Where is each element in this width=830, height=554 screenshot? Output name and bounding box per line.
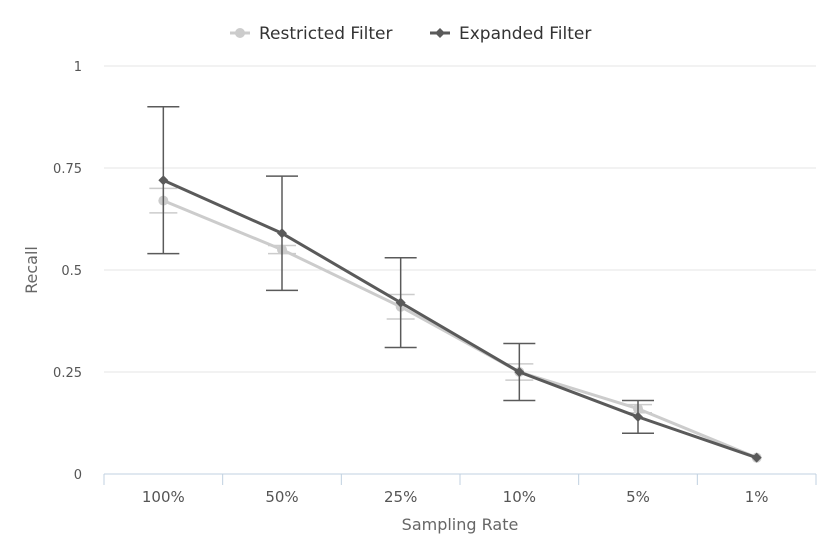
y-axis-title: Recall xyxy=(22,246,41,294)
legend-circle-marker xyxy=(235,28,245,38)
y-tick-label: 0.25 xyxy=(53,366,82,381)
x-tick-label: 50% xyxy=(265,488,298,506)
legend-item-expanded-filter[interactable]: Expanded Filter xyxy=(430,24,591,44)
data-point xyxy=(395,297,406,308)
series-expanded-filter xyxy=(147,106,762,463)
legend[interactable]: Restricted Filter Expanded Filter xyxy=(230,24,591,44)
y-axis-ticks: 0 0.25 0.5 0.75 1 xyxy=(53,60,82,483)
series-line xyxy=(162,178,758,460)
x-tick-label: 1% xyxy=(745,488,769,506)
data-point xyxy=(751,452,762,463)
x-axis-title: Sampling Rate xyxy=(402,515,519,534)
data-point xyxy=(633,411,643,422)
series-layer xyxy=(147,106,762,463)
series-restricted-filter xyxy=(149,187,762,463)
y-tick-label: 1 xyxy=(74,60,82,75)
data-point xyxy=(514,367,525,377)
data-point xyxy=(277,228,287,239)
series-line xyxy=(162,199,758,460)
x-tick-label: 25% xyxy=(384,488,417,506)
y-tick-label: 0 xyxy=(74,468,82,483)
y-tick-label: 0.75 xyxy=(53,162,82,177)
x-axis: 100% 50% 25% 10% 5% 1% xyxy=(103,473,817,506)
x-tick-label: 10% xyxy=(503,488,536,506)
legend-label-restricted: Restricted Filter xyxy=(259,24,393,44)
x-tick-label: 5% xyxy=(626,488,650,506)
legend-label-expanded: Expanded Filter xyxy=(459,24,591,44)
legend-diamond-marker xyxy=(435,28,445,38)
grid-lines xyxy=(104,65,816,373)
data-point xyxy=(158,175,169,186)
y-tick-label: 0.5 xyxy=(61,264,82,279)
x-tick-label: 100% xyxy=(142,488,185,506)
legend-item-restricted-filter[interactable]: Restricted Filter xyxy=(230,24,393,44)
